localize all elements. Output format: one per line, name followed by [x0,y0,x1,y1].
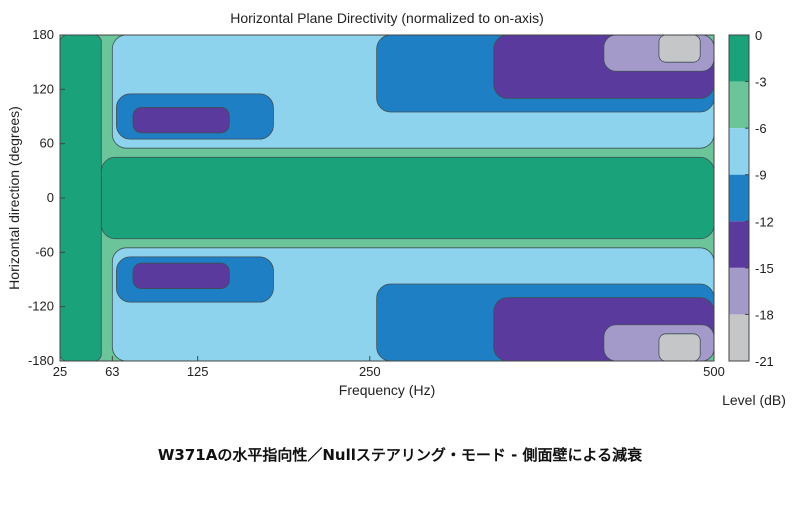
colorbar-tick-label: 0 [755,28,762,43]
y-tick-label: -60 [35,244,54,259]
y-tick-label: 0 [47,190,54,205]
x-axis: 25 63 125 250 500 [53,356,725,379]
chart-title: Horizontal Plane Directivity (normalized… [230,10,544,26]
colorbar-tick-label: -3 [755,75,767,90]
colorbar-segment [729,314,749,361]
x-axis-label: Frequency (Hz) [339,382,435,398]
colorbar-tick-label: -12 [755,214,774,229]
colorbar-segment [729,221,749,268]
contour-region-6-mirror [132,262,230,289]
y-tick-label: -180 [28,353,54,368]
figure-caption: W371Aの水平指向性／Nullステアリング・モード - 側面壁による減衰 [157,446,643,464]
x-tick-label: 25 [53,364,67,379]
colorbar-segment [729,267,749,315]
colorbar-tick-label: -18 [755,307,774,322]
colorbar-label: Level (dB) [722,392,786,408]
contour-region-9-mirror [658,333,701,361]
contour-region-0 [60,35,102,361]
y-tick-label: -120 [28,299,54,314]
colorbar-segment [729,81,749,129]
contour-plot [60,35,714,361]
colorbar-frame [728,34,750,362]
colorbar-tick-label: -9 [755,168,767,183]
colorbar-tick-label: -21 [755,354,774,369]
y-tick-label: 60 [40,136,54,151]
y-axis-label: Horizontal direction (degrees) [6,106,22,290]
x-tick-label: 250 [359,364,381,379]
y-tick-label: 120 [32,81,54,96]
contour-region-6 [132,107,230,134]
y-tick-label: 180 [32,27,54,42]
x-tick-label: 500 [703,364,725,379]
x-tick-label: 125 [187,364,209,379]
colorbar: 0 -3 -6 -9 -12 -15 -18 -21 [728,28,774,369]
colorbar-segment [729,35,749,82]
colorbar-tick-label: -15 [755,261,774,276]
contour-region-9 [658,35,701,63]
y-axis: 180 120 60 0 -60 -120 -180 [28,27,65,368]
contour-region-1 [100,156,714,240]
x-tick-label: 63 [105,364,119,379]
colorbar-segment [729,128,749,175]
colorbar-tick-label: -6 [755,121,767,136]
colorbar-segment [729,174,749,222]
